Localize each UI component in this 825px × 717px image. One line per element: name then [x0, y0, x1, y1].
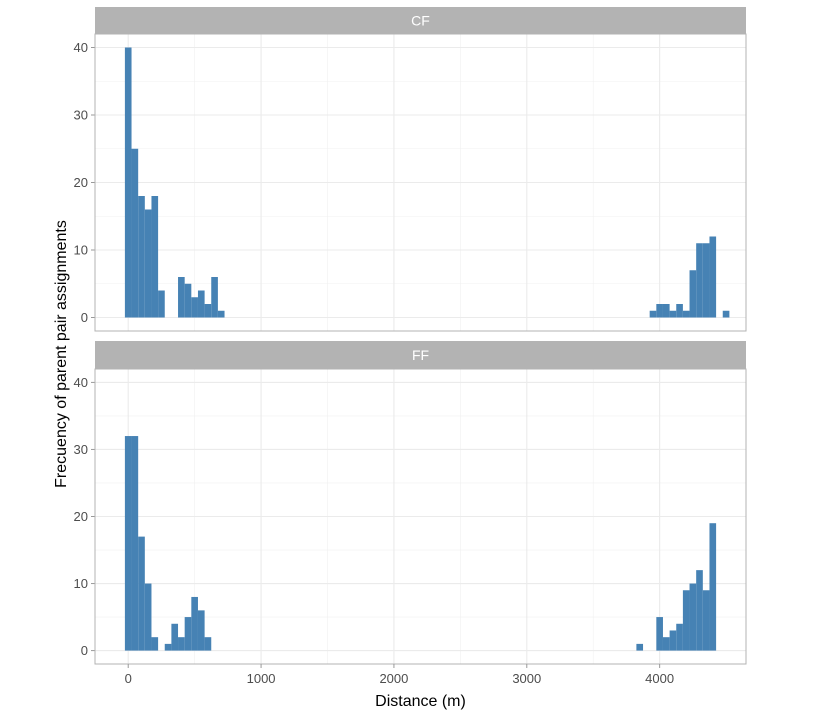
- histogram-bar: [131, 148, 139, 318]
- histogram-bar: [138, 536, 145, 651]
- x-tick-label: 1000: [247, 671, 276, 686]
- histogram-bar: [197, 290, 205, 318]
- y-tick-label: 30: [74, 108, 88, 123]
- histogram-bar: [702, 243, 710, 318]
- histogram-bar: [164, 643, 172, 651]
- histogram-bar: [144, 583, 152, 651]
- facet-panel-ff: FF 0 10 20 30 40: [74, 341, 747, 665]
- histogram-bar: [204, 304, 212, 318]
- y-tick-label: 20: [74, 509, 88, 524]
- histogram-bar: [184, 283, 192, 318]
- histogram-bar: [191, 297, 198, 318]
- histogram-bar: [702, 590, 710, 651]
- x-axis: 0 1000 2000 3000 4000: [125, 664, 674, 686]
- histogram-bar: [184, 617, 192, 651]
- y-axis-title: Frecuency of parent pair assignments: [53, 220, 70, 488]
- y-tick-label: 20: [74, 175, 88, 190]
- panel-border: [94, 368, 747, 665]
- facets: CF 0 10 20 30 40 FF 0 10 20 30 40: [74, 7, 747, 665]
- y-tick-label: 0: [81, 310, 88, 325]
- histogram-bar: [204, 637, 212, 651]
- histogram-bar: [144, 209, 152, 318]
- x-axis-title: Distance (m): [375, 693, 466, 710]
- histogram-bar: [138, 196, 145, 318]
- histogram-bar: [124, 47, 132, 318]
- y-tick-label: 40: [74, 40, 88, 55]
- x-tick-label: 0: [125, 671, 132, 686]
- y-tick-label: 10: [74, 243, 88, 258]
- facet-strip: [95, 341, 746, 369]
- x-tick-label: 4000: [645, 671, 674, 686]
- histogram-bar: [709, 523, 717, 651]
- histogram-bar: [722, 310, 730, 318]
- facet-strip: [95, 7, 746, 34]
- histogram-bar: [151, 637, 159, 651]
- histogram-bar: [211, 277, 218, 318]
- histogram-bar: [178, 277, 185, 318]
- histogram-bar: [682, 590, 690, 651]
- histogram-bar: [197, 610, 205, 651]
- histogram-bar: [689, 583, 697, 651]
- histogram-bar: [217, 310, 225, 318]
- histogram-bar: [676, 623, 683, 651]
- histogram-bar: [662, 637, 670, 651]
- histogram-bar: [158, 290, 165, 318]
- histogram-bar: [191, 596, 198, 651]
- histogram-bar: [649, 310, 657, 318]
- histogram-bar: [656, 304, 663, 318]
- histogram-bar: [709, 236, 717, 318]
- histogram-bar: [669, 310, 677, 318]
- histogram-bar: [676, 304, 683, 318]
- histogram-bar: [656, 617, 663, 651]
- x-tick-label: 3000: [512, 671, 541, 686]
- histogram-bar: [696, 243, 703, 318]
- histogram-bar: [696, 570, 703, 651]
- histogram-bar: [689, 270, 697, 318]
- facet-panel-cf: CF 0 10 20 30 40: [74, 7, 747, 332]
- histogram-bar: [682, 310, 690, 318]
- histogram-bar: [636, 643, 644, 651]
- panel-border: [94, 33, 747, 332]
- facet-strip-label: FF: [412, 347, 429, 363]
- histogram-bar: [124, 436, 132, 651]
- facet-strip-label: CF: [411, 13, 430, 29]
- histogram-bar: [171, 623, 179, 651]
- x-tick-label: 2000: [379, 671, 408, 686]
- histogram-bar: [662, 304, 670, 318]
- histogram-bar: [131, 436, 139, 651]
- y-tick-label: 10: [74, 576, 88, 591]
- y-tick-label: 0: [81, 643, 88, 658]
- y-tick-label: 40: [74, 375, 88, 390]
- y-tick-label: 30: [74, 442, 88, 457]
- histogram-bar: [669, 630, 677, 651]
- histogram-bar: [178, 637, 185, 651]
- histogram-bar: [151, 196, 159, 318]
